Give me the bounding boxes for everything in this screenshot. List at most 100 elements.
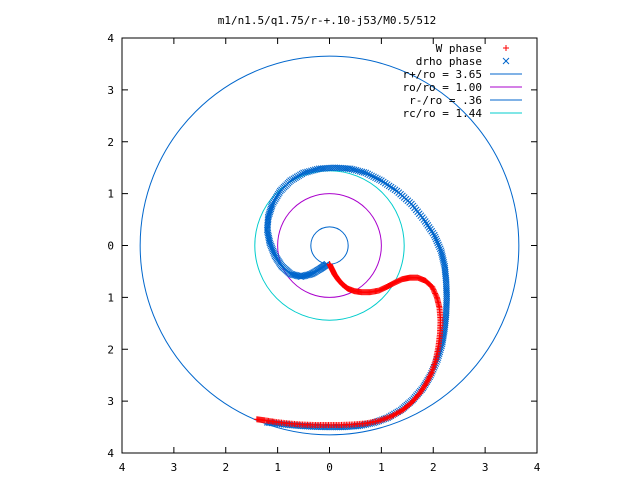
data-point-1-142 (374, 175, 381, 183)
series-circle-2 (139, 55, 520, 436)
data-point-1-143-d2 (376, 176, 383, 184)
y-tick-label-5: 1 (107, 291, 114, 304)
x-tick-label-8: 4 (534, 461, 541, 474)
data-point-1-142-d2 (374, 175, 381, 183)
data-point-1-19 (304, 271, 311, 279)
data-point-1-137-d2 (364, 170, 372, 178)
y-tick-label-8: 4 (107, 447, 114, 460)
data-point-1-141-d2 (372, 174, 379, 182)
data-point-1-50-d2 (270, 249, 278, 256)
data-point-1-110-d2 (311, 166, 319, 174)
data-point-1-20-d2 (302, 271, 310, 279)
data-point-1-107 (306, 167, 313, 175)
data-point-1-104 (300, 169, 307, 177)
data-point-1-134-d2 (358, 168, 366, 176)
data-point-1-139 (368, 172, 376, 180)
data-point-1-185-d2 (438, 249, 445, 256)
legend-swatch-1 (502, 57, 510, 65)
data-point-1-139-d2 (368, 172, 376, 180)
x-tick-label-6: 2 (430, 461, 437, 474)
data-point-1-108-d2 (307, 167, 315, 175)
data-point-1-110 (311, 166, 319, 174)
data-point-1-128 (346, 165, 354, 173)
legend-label-3: ro/ro = 1.00 (403, 81, 482, 94)
data-point-0-185 (428, 370, 435, 377)
data-point-1-128-d2 (346, 165, 354, 173)
data-point-1-25 (296, 272, 304, 280)
x-tick-label-3: 1 (274, 461, 281, 474)
data-point-1-106 (304, 168, 311, 176)
data-point-0-184 (428, 369, 435, 376)
legend-label-5: rc/ro = 1.44 (403, 107, 483, 120)
data-point-1-190-d2 (440, 259, 448, 266)
data-point-1-135 (360, 169, 368, 176)
data-point-1-20 (302, 271, 310, 279)
data-point-1-17 (306, 271, 314, 278)
y-tick-label-0: 4 (107, 32, 114, 45)
data-point-1-25-d2 (296, 272, 304, 280)
data-point-1-231-d2 (439, 338, 446, 346)
data-point-1-186 (438, 251, 446, 258)
data-point-1-232-d2 (438, 340, 446, 348)
data-point-1-136 (362, 169, 370, 177)
data-point-0-187 (426, 373, 433, 380)
data-point-1-107-d2 (306, 167, 313, 175)
data-point-1-141 (372, 174, 379, 182)
y-tick-label-4: 0 (107, 240, 114, 253)
data-point-1-176-d2 (430, 231, 438, 239)
data-point-1-130-d2 (350, 166, 358, 174)
data-point-1-130 (350, 166, 358, 174)
legend-label-4: r-/ro = .36 (409, 94, 482, 107)
data-point-0-188 (426, 374, 433, 381)
data-point-1-108 (307, 167, 315, 175)
legend-label-1: drho phase (416, 55, 482, 68)
data-point-1-187 (439, 253, 446, 260)
data-point-1-185 (438, 249, 445, 256)
data-point-1-109 (309, 166, 317, 174)
data-point-1-191-d2 (440, 260, 448, 268)
data-point-1-52-d2 (269, 246, 276, 253)
data-point-1-18 (305, 271, 313, 279)
legend-label-2: r+/ro = 3.65 (403, 68, 482, 81)
data-point-0-133 (432, 290, 439, 297)
data-point-1-24 (297, 273, 305, 280)
data-point-1-104-d2 (300, 169, 307, 177)
legend-swatch-0 (503, 45, 509, 51)
x-tick-label-4: 0 (326, 461, 333, 474)
data-point-1-182-d2 (435, 243, 443, 251)
data-point-1-16-d2 (307, 270, 315, 278)
data-point-1-189 (439, 257, 447, 264)
data-point-1-176 (430, 231, 438, 239)
series-drho-phase (263, 164, 451, 431)
data-point-1-54-d2 (267, 242, 275, 250)
x-tick-label-0: 4 (119, 461, 126, 474)
data-point-0-230 (378, 416, 385, 423)
data-point-1-106-d2 (304, 168, 311, 176)
data-point-1-133 (356, 167, 364, 175)
data-point-1-189-d2 (439, 257, 447, 264)
data-point-1-79-d2 (268, 202, 276, 209)
data-point-1-190 (440, 259, 448, 266)
series-circle-4 (310, 226, 349, 265)
data-point-1-79 (268, 202, 276, 209)
data-point-1-186-d2 (438, 251, 446, 258)
plot-area (139, 55, 520, 436)
data-point-1-127-d2 (344, 165, 352, 172)
data-point-1-51-d2 (269, 247, 277, 255)
data-point-1-140 (370, 173, 377, 181)
x-tick-label-2: 2 (222, 461, 229, 474)
data-point-1-183 (436, 245, 444, 253)
data-point-1-19-d2 (304, 271, 311, 279)
data-point-0-226 (384, 414, 391, 421)
data-point-1-30 (289, 271, 297, 279)
data-point-1-132 (354, 167, 362, 175)
data-point-1-28 (292, 271, 300, 279)
data-point-1-21-d2 (301, 272, 309, 280)
data-point-1-105 (302, 169, 309, 176)
data-point-1-138-d2 (366, 171, 374, 179)
data-point-1-179-d2 (433, 237, 441, 245)
data-point-0-312 (253, 416, 260, 423)
data-point-1-184 (437, 247, 445, 255)
data-point-1-105-d2 (302, 169, 309, 176)
